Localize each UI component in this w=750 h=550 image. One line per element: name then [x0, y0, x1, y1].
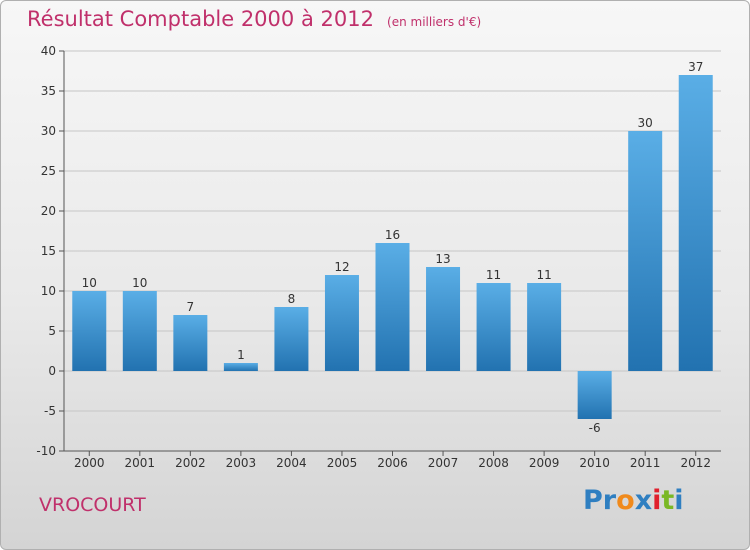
bar: [678, 75, 713, 371]
logo-letter: i: [652, 485, 662, 516]
logo-letter: t: [661, 485, 675, 516]
bar: [577, 371, 612, 419]
bar: [274, 307, 309, 371]
data-label: 30: [638, 116, 653, 130]
data-label: 13: [435, 252, 450, 266]
chart-title-block: Résultat Comptable 2000 à 2012 (en milli…: [27, 7, 481, 31]
bar: [173, 315, 208, 371]
x-tick-label: 2006: [377, 456, 408, 470]
logo-letter: P: [583, 485, 603, 516]
x-tick-label: 2009: [529, 456, 560, 470]
bar: [324, 275, 359, 371]
x-tick-label: 2000: [74, 456, 105, 470]
proxiti-logo[interactable]: Proxiti: [583, 485, 684, 516]
y-tick-label: 40: [41, 44, 56, 58]
bar: [527, 283, 562, 371]
y-tick-label: -5: [44, 404, 56, 418]
data-label: 12: [334, 260, 349, 274]
bar: [375, 243, 410, 371]
x-tick-label: 2011: [630, 456, 661, 470]
bar: [223, 363, 258, 371]
bar: [72, 291, 107, 371]
y-tick-label: 0: [48, 364, 56, 378]
bar: [426, 267, 461, 371]
data-label: -6: [589, 421, 601, 435]
data-label: 37: [688, 60, 703, 74]
x-tick-label: 2005: [327, 456, 358, 470]
logo-letter: x: [634, 485, 653, 516]
y-tick-label: 35: [41, 84, 56, 98]
x-tick-label: 2004: [276, 456, 307, 470]
bar: [628, 131, 663, 371]
data-label: 8: [288, 292, 296, 306]
logo-letter: i: [674, 485, 684, 516]
x-tick-label: 2010: [579, 456, 610, 470]
data-label: 10: [82, 276, 97, 290]
x-tick-label: 2002: [175, 456, 206, 470]
y-tick-label: 25: [41, 164, 56, 178]
y-tick-label: 5: [48, 324, 56, 338]
logo-letter: o: [616, 485, 635, 516]
x-tick-label: 2007: [428, 456, 459, 470]
data-label: 16: [385, 228, 400, 242]
x-tick-label: 2012: [680, 456, 711, 470]
y-tick-label: 15: [41, 244, 56, 258]
chart-title: Résultat Comptable 2000 à 2012: [27, 7, 374, 31]
y-tick-label: 10: [41, 284, 56, 298]
x-tick-label: 2008: [478, 456, 509, 470]
data-label: 7: [187, 300, 195, 314]
logo-letter: r: [602, 485, 617, 516]
data-label: 11: [536, 268, 551, 282]
y-tick-label: 30: [41, 124, 56, 138]
data-label: 10: [132, 276, 147, 290]
bar: [476, 283, 511, 371]
y-tick-label: 20: [41, 204, 56, 218]
x-tick-label: 2003: [226, 456, 257, 470]
commune-name: VROCOURT: [39, 494, 146, 516]
x-tick-label: 2001: [125, 456, 156, 470]
bar: [122, 291, 157, 371]
chart-unit: (en milliers d'€): [387, 15, 482, 29]
data-label: 1: [237, 348, 245, 362]
data-label: 11: [486, 268, 501, 282]
y-tick-label: -10: [36, 444, 56, 458]
